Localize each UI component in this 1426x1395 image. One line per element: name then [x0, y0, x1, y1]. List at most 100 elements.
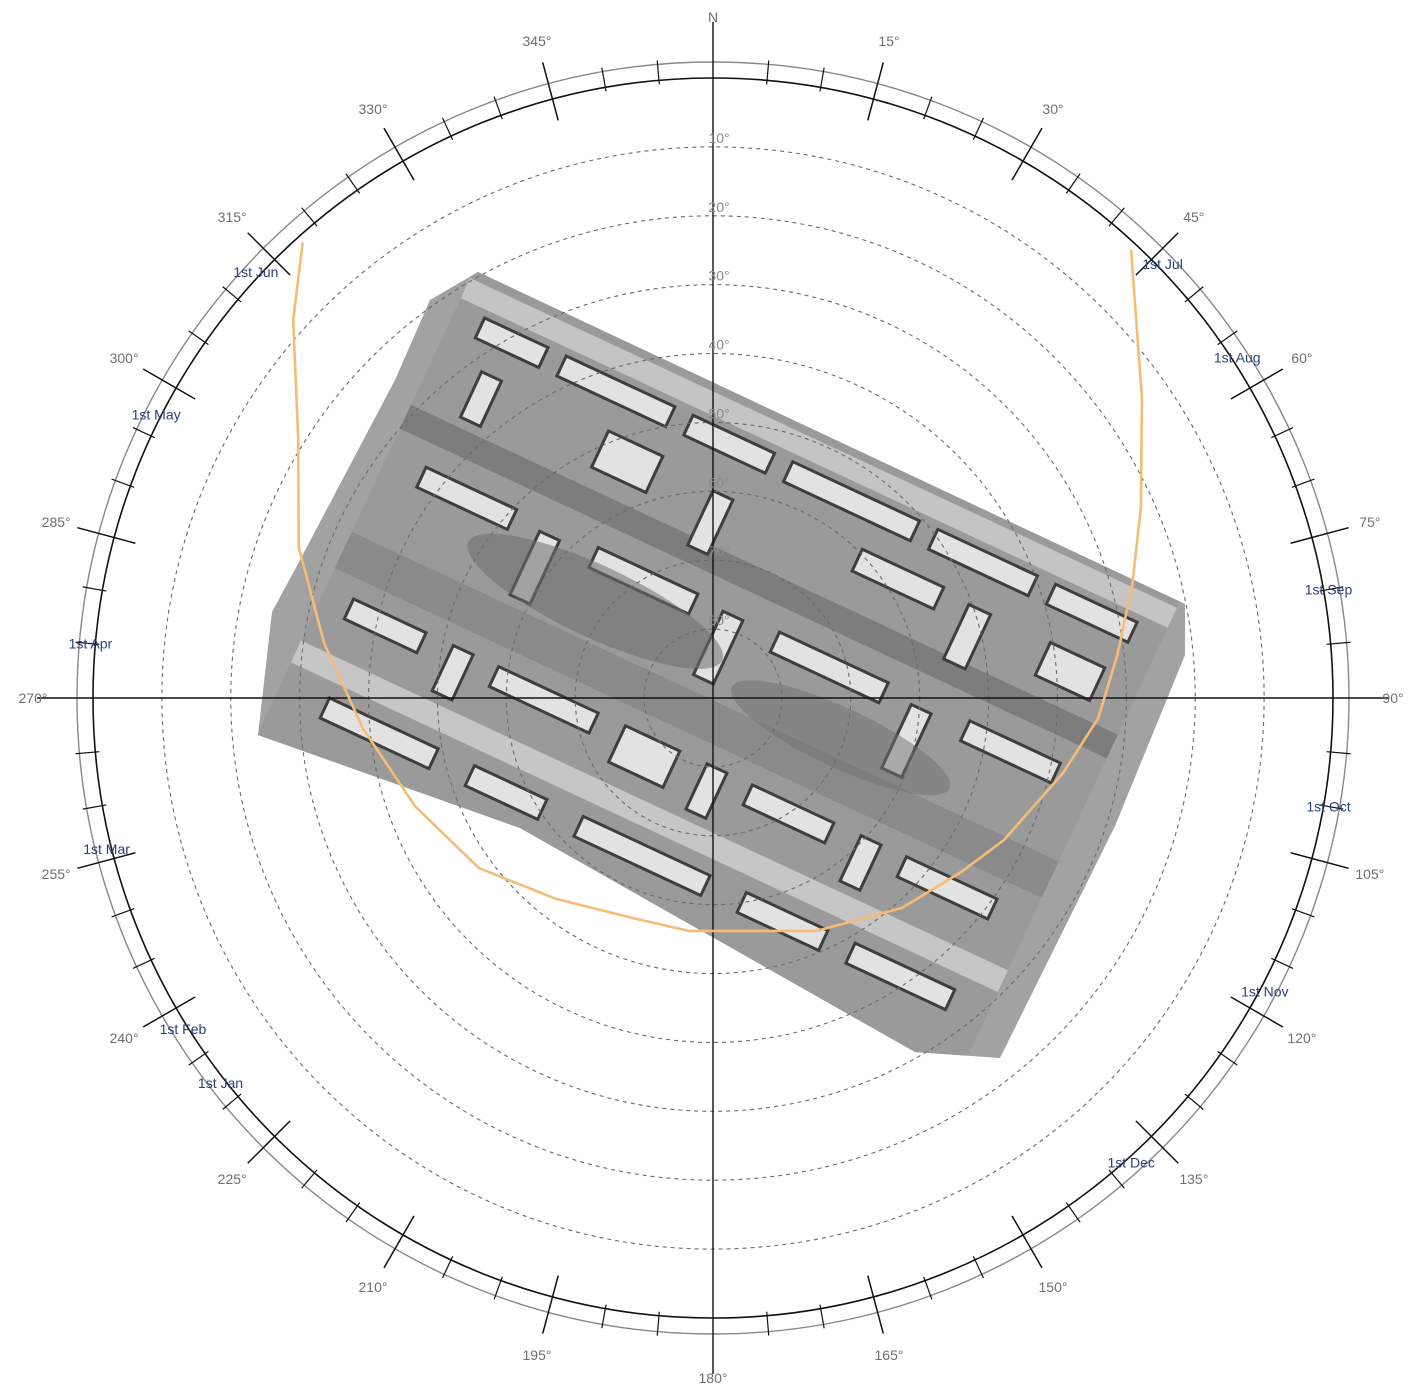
azimuth-tick: [111, 478, 135, 488]
azimuth-tick: [247, 1120, 291, 1164]
azimuth-tick: [1271, 957, 1294, 970]
azimuth-tick: [132, 426, 155, 439]
azimuth-tick: [1135, 1120, 1179, 1164]
azimuth-tick: [1217, 330, 1238, 346]
azimuth-label: 75°: [1359, 514, 1380, 530]
azimuth-tick: [1108, 207, 1125, 227]
azimuth-tick: [1217, 1050, 1238, 1066]
azimuth-tick: [77, 526, 136, 544]
azimuth-label: 120°: [1287, 1030, 1316, 1046]
azimuth-tick: [601, 1304, 607, 1329]
azimuth-label: 315°: [218, 209, 247, 225]
azimuth-tick: [301, 1169, 318, 1189]
sun-path-group: [291, 242, 1144, 933]
azimuth-label: 15°: [878, 33, 899, 49]
azimuth-label: 270°: [19, 690, 48, 706]
azimuth-tick: [656, 1311, 660, 1336]
azimuth-tick: [132, 957, 155, 970]
azimuth-tick: [1291, 908, 1315, 918]
azimuth-tick: [766, 1311, 770, 1336]
altitude-labels: 10° 20° 30° 40° 50° 60° 70° 80°: [708, 130, 729, 628]
azimuth-tick: [345, 173, 361, 194]
azimuth-tick: [77, 852, 136, 870]
azimuth-tick: [301, 207, 318, 227]
azimuth-tick: [1326, 641, 1351, 645]
month-label: 1st Apr: [69, 636, 113, 652]
month-label: 1st Feb: [160, 1021, 207, 1037]
month-labels: 1st Jan 1st Feb 1st Mar 1st Apr 1st May 1st J…: [69, 256, 1353, 1171]
azimuth-label: 210°: [359, 1279, 388, 1295]
month-label: 1st Jun: [233, 264, 278, 280]
azimuth-label: 45°: [1183, 209, 1204, 225]
altitude-label: 40°: [708, 337, 729, 353]
azimuth-tick: [601, 67, 607, 92]
azimuth-tick: [1230, 368, 1284, 400]
azimuth-tick: [972, 117, 985, 140]
azimuth-tick: [766, 60, 770, 85]
azimuth-tick: [188, 330, 209, 346]
azimuth-label: 330°: [359, 101, 388, 117]
azimuth-tick: [1271, 426, 1294, 439]
azimuth-label: 195°: [523, 1347, 552, 1363]
altitude-label: 60°: [708, 474, 729, 490]
sun-path-line: [291, 242, 1144, 933]
azimuth-tick: [222, 286, 242, 303]
azimuth-tick: [867, 1275, 885, 1334]
month-label: 1st Dec: [1107, 1154, 1154, 1170]
azimuth-tick: [819, 1304, 825, 1329]
azimuth-tick: [1011, 127, 1043, 181]
month-label: 1st Oct: [1306, 799, 1350, 815]
altitude-label: 20°: [708, 199, 729, 215]
azimuth-tick: [1184, 1093, 1204, 1110]
azimuth-tick: [972, 1256, 985, 1279]
azimuth-label: 90°: [1382, 690, 1403, 706]
azimuth-tick: [82, 804, 107, 810]
azimuth-tick: [923, 1276, 933, 1300]
azimuth-tick: [1135, 232, 1179, 276]
azimuth-tick: [1065, 1202, 1081, 1223]
azimuth-tick: [1184, 286, 1204, 303]
azimuth-tick: [1108, 1169, 1125, 1189]
altitude-label: 10°: [708, 130, 729, 146]
azimuth-tick: [75, 751, 100, 755]
azimuth-tick: [923, 96, 933, 120]
azimuth-tick: [819, 67, 825, 92]
month-label: 1st Sep: [1305, 581, 1353, 597]
azimuth-label: 150°: [1039, 1279, 1068, 1295]
azimuth-label: 60°: [1291, 350, 1312, 366]
azimuth-tick: [1291, 478, 1315, 488]
azimuth-tick: [656, 60, 660, 85]
azimuth-label: 30°: [1042, 101, 1063, 117]
azimuth-tick: [441, 1256, 454, 1279]
month-label: 1st Mar: [83, 841, 130, 857]
azimuth-tick: [1319, 586, 1344, 592]
azimuth-tick: [1065, 173, 1081, 194]
azimuth-tick: [345, 1202, 361, 1223]
altitude-label: 80°: [708, 612, 729, 628]
azimuth-tick: [867, 62, 885, 121]
azimuth-tick: [1011, 1215, 1043, 1269]
azimuth-tick: [541, 1275, 559, 1334]
azimuth-label: 285°: [42, 514, 71, 530]
azimuth-label: 225°: [218, 1171, 247, 1187]
azimuth-tick: [111, 908, 135, 918]
month-label: 1st Nov: [1241, 983, 1288, 999]
azimuth-label: 165°: [875, 1347, 904, 1363]
altitude-label: 70°: [708, 543, 729, 559]
azimuth-tick: [1230, 996, 1284, 1028]
azimuth-tick: [541, 62, 559, 121]
azimuth-tick: [247, 232, 291, 276]
azimuth-tick: [493, 1276, 503, 1300]
azimuth-tick: [75, 641, 100, 645]
azimuth-tick: [1319, 804, 1344, 810]
azimuth-tick: [1290, 526, 1349, 544]
azimuth-label: 180°: [699, 1370, 728, 1386]
azimuth-label: 300°: [110, 350, 139, 366]
month-label: 1st Jul: [1142, 256, 1182, 272]
north-label: N: [708, 9, 718, 25]
azimuth-tick: [383, 1215, 415, 1269]
altitude-label: 50°: [708, 405, 729, 421]
azimuth-label: 240°: [110, 1030, 139, 1046]
azimuth-tick: [441, 117, 454, 140]
